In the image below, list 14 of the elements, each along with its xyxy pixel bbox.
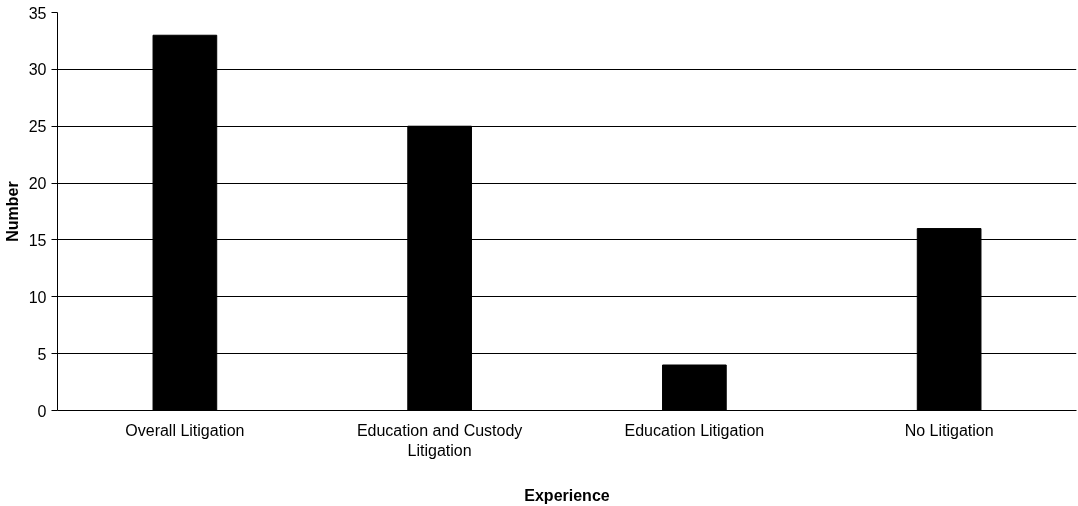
- x-tick-label: Education and Custody Litigation: [356, 421, 523, 459]
- y-tick-label: 15: [28, 231, 47, 249]
- y-tick-label: 5: [37, 345, 47, 363]
- y-tick-label: 35: [28, 4, 47, 22]
- y-tick-label: 30: [28, 61, 47, 79]
- y-axis-title: Number: [3, 181, 21, 242]
- y-tick-label: 0: [37, 402, 47, 420]
- x-tick-label: No Litigation: [904, 421, 994, 439]
- x-tick-label: Overall Litigation: [125, 421, 245, 439]
- y-tick-label: 25: [28, 118, 47, 136]
- y-tick-label: 10: [28, 288, 47, 306]
- y-tick-label: 20: [28, 175, 47, 193]
- x-axis-title: Experience: [524, 486, 610, 504]
- x-tick-label: Education Litigation: [624, 421, 765, 439]
